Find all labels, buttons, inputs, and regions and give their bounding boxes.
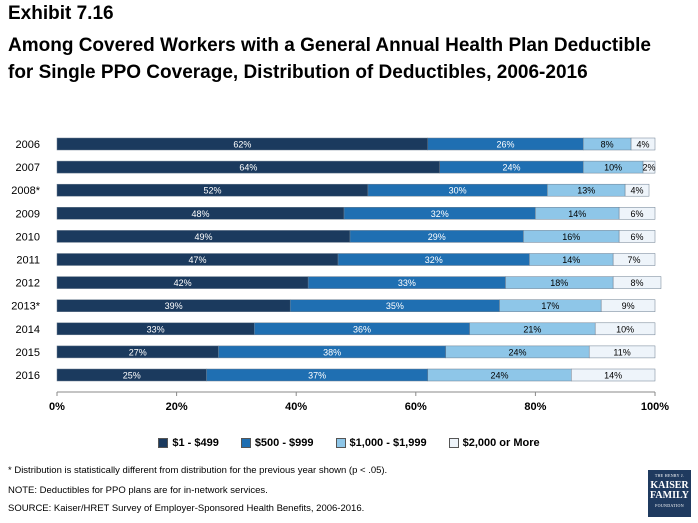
bar-segment [612, 253, 656, 266]
x-tick-label: 60% [405, 401, 427, 413]
legend-item: $2,000 or More [448, 437, 540, 449]
data-label: 13% [577, 186, 595, 196]
footnote: * Distribution is statistically differen… [8, 465, 388, 476]
legend-swatch [448, 438, 459, 448]
data-label: 24% [508, 347, 526, 357]
data-label: 38% [323, 347, 341, 357]
data-label: 14% [568, 209, 586, 219]
bar-segment [642, 160, 656, 174]
note-text: NOTE: Deductibles for PPO plans are for … [8, 485, 268, 496]
x-tick-label: 20% [166, 401, 188, 413]
exhibit-label: Exhibit 7.16 [8, 3, 114, 24]
legend-swatch [158, 438, 169, 448]
data-label: 4% [631, 186, 644, 196]
data-label: 21% [523, 324, 541, 334]
y-tick-label: 2014 [16, 324, 40, 336]
data-label: 52% [203, 186, 221, 196]
data-label: 42% [174, 278, 192, 288]
data-label: 8% [601, 140, 614, 150]
x-tick-label: 40% [285, 401, 307, 413]
legend-item: $1 - $499 [158, 437, 219, 449]
x-tick-label: 100% [641, 401, 669, 413]
data-label: 11% [613, 347, 630, 357]
legend-item: $500 - $999 [240, 437, 314, 449]
data-label: 35% [386, 301, 404, 311]
data-label: 27% [129, 347, 147, 357]
data-label: 6% [631, 232, 644, 242]
legend-label: $2,000 or More [462, 437, 540, 449]
legend-swatch [335, 438, 346, 448]
bar-segment [594, 322, 656, 336]
bar-segment [618, 207, 656, 220]
data-label: 14% [604, 371, 622, 381]
y-tick-label: 2006 [16, 139, 40, 151]
data-label: 9% [622, 301, 635, 311]
y-tick-label: 2011 [16, 255, 40, 267]
data-label: 2% [643, 163, 656, 173]
data-label: 24% [491, 371, 509, 381]
data-label: 29% [428, 232, 446, 242]
legend-label: $500 - $999 [254, 437, 314, 449]
bar-segment [624, 183, 650, 197]
y-tick-label: 2009 [16, 208, 40, 220]
data-label: 10% [604, 163, 622, 173]
y-tick-label: 2015 [16, 347, 40, 359]
source-text: SOURCE: Kaiser/HRET Survey of Employer-S… [8, 503, 365, 514]
data-label: 4% [637, 140, 650, 150]
y-tick-label: 2007 [16, 162, 40, 174]
data-label: 32% [431, 209, 449, 219]
data-label: 6% [631, 209, 644, 219]
x-tick-label: 80% [524, 401, 546, 413]
data-label: 37% [308, 371, 326, 381]
data-label: 39% [165, 301, 183, 311]
data-label: 33% [398, 278, 416, 288]
y-tick-label: 2012 [16, 278, 40, 290]
y-tick-label: 2008* [11, 185, 40, 197]
chart-legend: $1 - $499 $500 - $999 $1,000 - $1,999 $2,00… [0, 437, 698, 449]
data-label: 30% [449, 186, 467, 196]
bar-segment [571, 368, 656, 382]
bar-segment [630, 137, 656, 151]
x-tick-label: 0% [49, 401, 65, 413]
kff-logo: THE HENRY J. KAISER FAMILY FOUNDATION [648, 470, 691, 517]
data-label: 48% [192, 209, 210, 219]
logo-line-1: THE HENRY J. [654, 473, 685, 478]
data-label: 32% [425, 255, 443, 265]
data-label: 18% [550, 278, 568, 288]
legend-item: $1,000 - $1,999 [335, 437, 427, 449]
data-label: 25% [123, 371, 141, 381]
data-label: 16% [562, 232, 580, 242]
legend-swatch [240, 438, 251, 448]
chart-title: Among Covered Workers with a General Ann… [8, 35, 651, 83]
data-label: 24% [502, 163, 520, 173]
data-label: 64% [239, 163, 257, 173]
y-tick-label: 2010 [16, 231, 40, 243]
logo-line-3: FAMILY [650, 490, 689, 501]
data-label: 36% [353, 324, 371, 334]
legend-label: $1 - $499 [172, 437, 219, 449]
data-label: 14% [562, 255, 580, 265]
data-label: 62% [233, 140, 251, 150]
data-label: 33% [147, 324, 165, 334]
bar-segment [612, 276, 662, 289]
bar-segment [618, 230, 656, 243]
y-tick-label: 2016 [16, 370, 40, 382]
logo-line-2: KAISER [650, 480, 689, 491]
data-label: 26% [496, 140, 514, 150]
stacked-bar-chart: 2006 62% 26% 8% 4% 2007 64% 24% 10% 2% 2008* 52% 30%… [11, 137, 669, 413]
y-tick-label: 2013* [11, 301, 40, 313]
bar-segment [600, 299, 656, 312]
data-label: 10% [616, 324, 634, 334]
data-label: 17% [541, 301, 559, 311]
data-label: 7% [628, 255, 641, 265]
data-label: 47% [189, 255, 207, 265]
data-label: 8% [631, 278, 644, 288]
bar-segment [588, 345, 656, 359]
data-label: 49% [195, 232, 213, 242]
legend-label: $1,000 - $1,999 [349, 437, 427, 449]
logo-line-4: FOUNDATION [655, 503, 684, 508]
